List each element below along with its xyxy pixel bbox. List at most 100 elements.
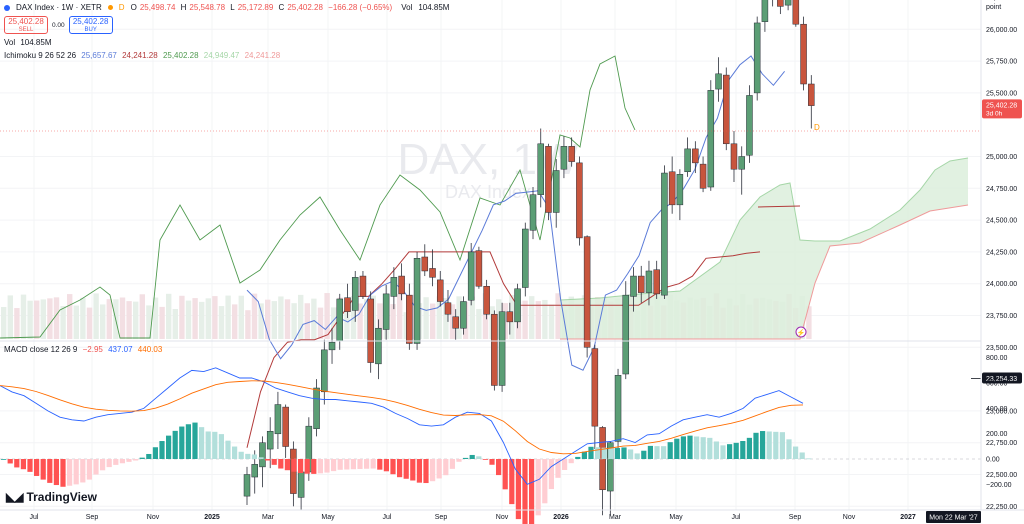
candle — [413, 251, 421, 350]
candle — [274, 391, 282, 450]
volume-bar — [311, 298, 317, 339]
price-tick-label: 25,750.00 — [986, 59, 1017, 66]
volume-bar — [192, 298, 198, 339]
macd-histogram-bar — [80, 459, 86, 483]
candle-body — [444, 302, 452, 315]
macd-histogram-bar — [331, 459, 337, 472]
macd-histogram-bar — [113, 459, 119, 465]
macd-histogram-bar — [773, 431, 779, 459]
price-tick-label: 24,500.00 — [986, 218, 1017, 225]
candle-body — [514, 288, 521, 323]
candle-body — [583, 236, 591, 348]
candle-body — [483, 285, 490, 315]
volume-bar — [27, 300, 33, 339]
macd-histogram-bar — [720, 445, 726, 459]
time-tick-label: Sep — [86, 514, 99, 521]
buy-button[interactable]: 25,402.28 BUY — [68, 16, 113, 34]
candle — [583, 235, 591, 358]
price-tick-label: 24,000.00 — [986, 281, 1017, 288]
macd-histogram-bar — [192, 422, 198, 459]
macd-histogram-bar — [311, 459, 317, 474]
candle — [351, 270, 359, 322]
volume-bar — [179, 295, 185, 339]
macd-histogram-bar — [212, 431, 218, 459]
macd-histogram-bar — [133, 459, 139, 461]
price-tick-label: 22,500.00 — [986, 472, 1017, 479]
volume-bar — [20, 294, 27, 339]
candle-body — [707, 90, 715, 188]
macd-histogram-bar — [317, 459, 323, 474]
lightning-icon[interactable]: ⚡ — [795, 326, 807, 338]
time-tick-label: May — [669, 514, 683, 521]
candle-body — [367, 298, 374, 363]
macd-histogram-bar — [185, 424, 191, 459]
volume-bar — [469, 296, 475, 339]
volume-bar — [14, 308, 20, 339]
macd-histogram-bar — [430, 459, 436, 482]
price-tick-label: 25,500.00 — [986, 90, 1017, 97]
volume-legend[interactable]: Vol 104.85M — [4, 38, 55, 47]
candle — [614, 368, 622, 450]
macd-histogram-bar — [60, 459, 66, 487]
macd-histogram-bar — [245, 453, 251, 459]
candle-body — [297, 471, 305, 498]
volume-bar — [555, 293, 561, 339]
macd-legend[interactable]: MACD close 12 26 9 −2.95 437.07 440.03 — [4, 345, 163, 354]
macd-histogram-bar — [152, 447, 158, 459]
crosshair-price-label: 23,254.33 — [986, 376, 1017, 383]
candle-body — [243, 474, 251, 497]
macd-histogram-bar — [766, 431, 772, 459]
volume-bar — [522, 300, 528, 339]
candle — [421, 244, 429, 277]
candle — [753, 16, 761, 101]
macd-histogram-bar — [542, 459, 548, 504]
symbol-legend[interactable]: DAX Index · 1W · XETR D O 25,498.74 H 25,5… — [4, 3, 452, 12]
volume-bar — [436, 296, 442, 339]
macd-histogram-bar — [34, 459, 40, 476]
candle — [444, 290, 452, 322]
macd-histogram-bar — [14, 459, 20, 468]
candle-body — [529, 194, 537, 231]
volume-bar — [185, 300, 192, 339]
sell-button[interactable]: 25,402.28 SELL — [4, 16, 48, 34]
candle-body — [406, 294, 413, 344]
candle — [668, 156, 676, 214]
candle-body — [699, 163, 707, 189]
market-status-icon — [107, 5, 113, 10]
ichimoku-legend[interactable]: Ichimoku 9 26 52 26 25,657.67 24,241.28 … — [4, 51, 281, 60]
volume-bar — [423, 297, 429, 339]
candle — [738, 146, 745, 195]
price-tick-label: 23,000.00 — [986, 408, 1017, 415]
time-tick-label: Jul — [383, 514, 392, 521]
candles — [243, 0, 815, 516]
macd-histogram-bar — [581, 451, 587, 459]
candle — [591, 344, 599, 450]
volume-bar — [139, 294, 145, 339]
macd-histogram-bar — [661, 446, 667, 459]
candle-body — [475, 250, 483, 287]
macd-histogram-bar — [496, 459, 502, 476]
macd-histogram-bar — [232, 446, 238, 459]
macd-histogram-bar — [179, 426, 185, 459]
candle — [653, 260, 660, 299]
macd-histogram-bar — [397, 459, 403, 478]
leading-span-a — [559, 157, 969, 301]
tradingview-icon: ◣◢ — [6, 490, 23, 504]
volume-bar — [284, 299, 291, 339]
macd-histogram-bar — [47, 459, 53, 483]
macd-histogram-bar — [271, 459, 277, 465]
candle-body — [336, 298, 344, 342]
tradingview-logo[interactable]: ◣◢ TradingView — [6, 490, 97, 504]
candle — [375, 319, 382, 380]
price-axis-unit: point — [986, 4, 1001, 11]
macd-histogram-bar — [251, 454, 257, 459]
candle-body — [545, 146, 552, 213]
macd-histogram-bar — [806, 458, 812, 460]
volume-bar — [324, 293, 330, 339]
macd-histogram-bar — [146, 453, 152, 459]
volume-bar — [251, 293, 258, 339]
ichimoku-label: Ichimoku 9 26 52 26 — [4, 51, 77, 60]
time-tick-label: 2027 — [900, 514, 916, 521]
candle — [545, 143, 552, 221]
